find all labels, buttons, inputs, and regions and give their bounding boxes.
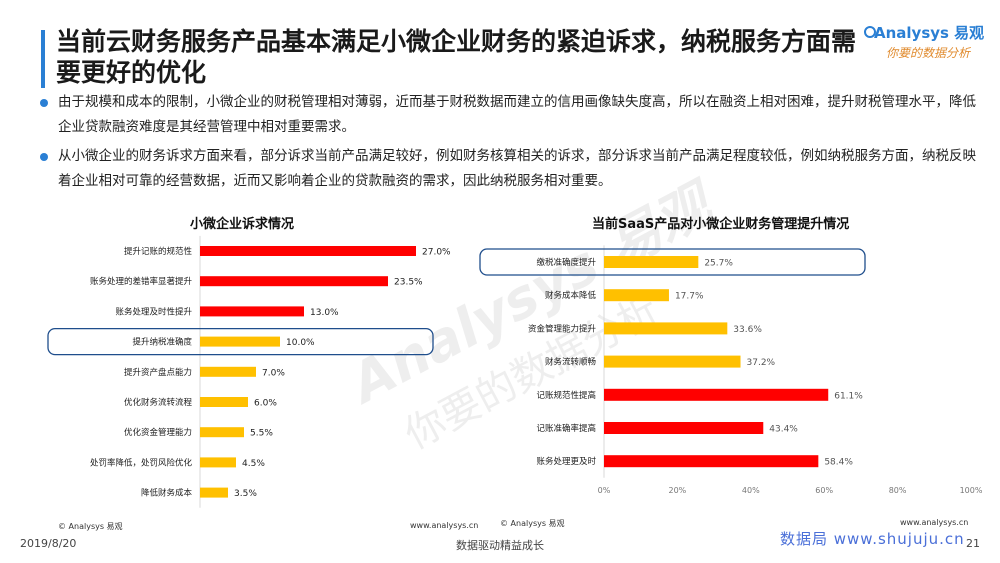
- category-label: 降低财务成本: [141, 488, 193, 499]
- bar: [200, 246, 416, 256]
- right-chart-title: 当前SaaS产品对小微企业财务管理提升情况: [592, 217, 850, 232]
- value-label: 25.7%: [704, 259, 733, 269]
- left-chart-title: 小微企业诉求情况: [190, 217, 295, 232]
- bar: [200, 487, 228, 498]
- value-label: 10.0%: [286, 338, 315, 348]
- category-label: 缴税准确度提升: [536, 257, 596, 268]
- title-accent-bar: [41, 30, 45, 88]
- bullet-item: 从小微企业的财务诉求方面来看，部分诉求当前产品满足较好，例如财务核算相关的诉求，…: [38, 144, 988, 194]
- brand-logo: Analysys 易观 你要的数据分析: [864, 22, 984, 66]
- bar: [200, 276, 388, 287]
- value-label: 23.5%: [394, 278, 423, 288]
- right-chart-source: © Analysys 易观: [500, 519, 565, 528]
- x-tick-label: 0%: [598, 486, 611, 495]
- bar: [200, 397, 248, 407]
- value-label: 6.0%: [254, 399, 277, 409]
- page-number: 21: [966, 537, 980, 550]
- left-bar-chart: 提升记账的规范性 27.0% 账务处理的差错率显著提升 23.5% 账务处理及时性提升 1…: [47, 235, 451, 508]
- bar: [200, 427, 244, 438]
- category-label: 处罚率降低，处罚风险优化: [90, 457, 193, 468]
- x-tick-label: 40%: [742, 486, 760, 495]
- bar: [604, 388, 829, 401]
- x-tick-label: 20%: [669, 486, 687, 495]
- site-watermark: 数据局 www.shujuju.cn: [780, 530, 965, 548]
- right-bar-chart: 缴税准确度提升 25.7% 财务成本降低 17.7% 资金管理能力提升 33.6% 财务流转…: [479, 245, 983, 495]
- bar: [604, 422, 764, 434]
- category-label: 记账准确率提高: [536, 423, 596, 434]
- bar: [200, 336, 280, 347]
- category-label: 财务流转顺畅: [545, 357, 597, 368]
- bar: [604, 355, 741, 368]
- logo-mark-icon: [864, 26, 876, 38]
- value-label: 7.0%: [262, 368, 285, 378]
- category-label: 优化资金管理能力: [124, 427, 192, 438]
- value-label: 4.5%: [242, 459, 265, 469]
- category-label: 优化财务流转流程: [124, 397, 193, 408]
- category-label: 提升记账的规范性: [124, 246, 193, 257]
- value-label: 58.4%: [824, 458, 853, 468]
- bar: [200, 366, 256, 377]
- bar: [604, 256, 699, 268]
- value-label: 17.7%: [675, 292, 704, 302]
- value-label: 27.0%: [422, 248, 451, 258]
- highlight-box: [47, 327, 434, 356]
- value-label: 33.6%: [733, 325, 762, 335]
- left-chart-url: www.analysys.cn: [410, 521, 479, 530]
- footer-date: 2019/8/20: [20, 537, 77, 550]
- logo-text: Analysys 易观: [874, 24, 985, 42]
- bar: [604, 289, 669, 302]
- bar: [200, 457, 236, 468]
- highlight-box: [479, 248, 866, 276]
- logo-slogan: 你要的数据分析: [886, 46, 971, 60]
- value-label: 3.5%: [234, 489, 257, 499]
- bullet-text: 由于规模和成本的限制，小微企业的财税管理相对薄弱，近而基于财税数据而建立的信用画…: [58, 94, 976, 135]
- value-label: 37.2%: [747, 358, 776, 368]
- category-label: 账务处理更及时: [536, 456, 596, 467]
- category-label: 记账规范性提高: [536, 390, 596, 401]
- x-tick-label: 100%: [960, 486, 983, 495]
- category-label: 财务成本降低: [545, 290, 597, 301]
- bar: [200, 306, 304, 317]
- bar: [604, 455, 819, 468]
- value-label: 61.1%: [834, 391, 863, 401]
- footer-slogan: 数据驱动精益成长: [456, 539, 544, 552]
- bullet-dot-icon: [40, 153, 48, 161]
- value-label: 13.0%: [310, 308, 339, 318]
- x-tick-label: 80%: [889, 486, 907, 495]
- category-label: 提升纳税准确度: [132, 337, 192, 348]
- bullet-list: 由于规模和成本的限制，小微企业的财税管理相对薄弱，近而基于财税数据而建立的信用画…: [38, 90, 988, 198]
- category-label: 提升资产盘点能力: [124, 367, 192, 378]
- bullet-dot-icon: [40, 99, 48, 107]
- category-label: 账务处理的差错率显著提升: [90, 276, 193, 287]
- right-chart-url: www.analysys.cn: [900, 518, 969, 527]
- category-label: 账务处理及时性提升: [115, 306, 192, 317]
- category-label: 资金管理能力提升: [528, 323, 597, 334]
- bullet-text: 从小微企业的财务诉求方面来看，部分诉求当前产品满足较好，例如财务核算相关的诉求，…: [58, 148, 976, 189]
- bullet-item: 由于规模和成本的限制，小微企业的财税管理相对薄弱，近而基于财税数据而建立的信用画…: [38, 90, 988, 140]
- page-title: 当前云财务服务产品基本满足小微企业财务的紧迫诉求，纳税服务方面需要更好的优化: [56, 27, 857, 87]
- bar: [604, 322, 728, 335]
- value-label: 5.5%: [250, 429, 273, 439]
- value-label: 43.4%: [769, 425, 798, 435]
- left-chart-source: © Analysys 易观: [58, 522, 123, 531]
- x-tick-label: 60%: [815, 486, 833, 495]
